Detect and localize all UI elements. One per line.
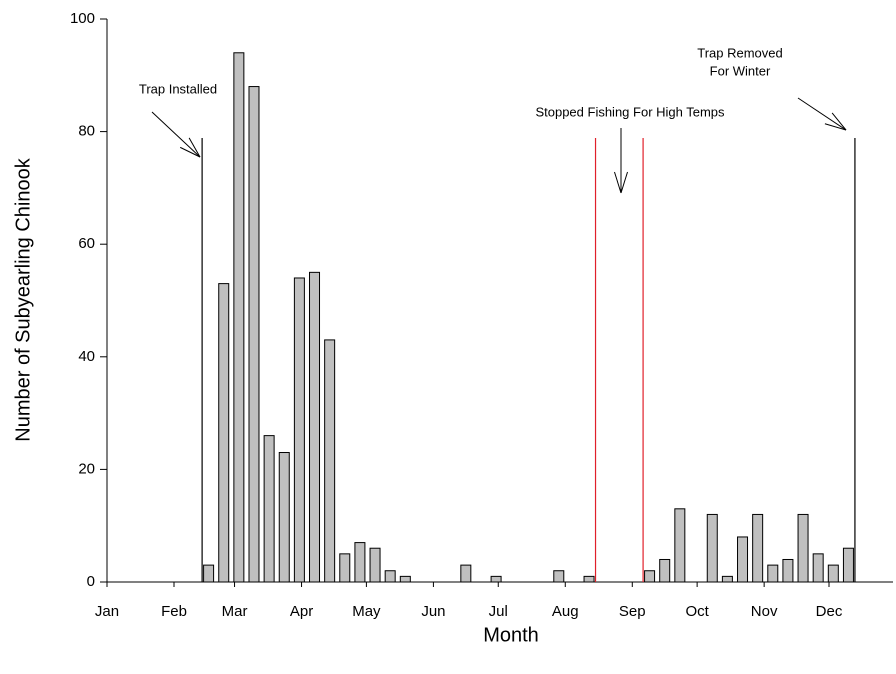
bar bbox=[233, 52, 245, 583]
arrow-head bbox=[620, 171, 628, 194]
bar bbox=[263, 435, 275, 583]
annotation: For Winter bbox=[710, 63, 771, 78]
y-axis-title: Number of Subyearling Chinook bbox=[12, 157, 34, 441]
bar bbox=[583, 575, 595, 583]
x-axis-title: Month bbox=[483, 624, 539, 646]
bar bbox=[490, 575, 502, 583]
arrow-head bbox=[614, 171, 622, 194]
bar bbox=[842, 547, 854, 583]
bar bbox=[553, 570, 565, 583]
x-tick-label: Nov bbox=[751, 603, 778, 620]
bar bbox=[797, 513, 809, 583]
bar bbox=[737, 536, 749, 583]
annotation: Trap Removed bbox=[697, 45, 783, 60]
bar bbox=[369, 547, 381, 583]
bar bbox=[218, 283, 230, 583]
x-tick-label: Mar bbox=[222, 603, 248, 620]
arrow bbox=[151, 111, 201, 158]
bar bbox=[324, 339, 336, 583]
annotation: Stopped Fishing For High Temps bbox=[535, 104, 725, 119]
x-tick-label: Sep bbox=[619, 603, 646, 620]
bar bbox=[309, 271, 321, 583]
x-tick-label: Jul bbox=[489, 603, 508, 620]
bar bbox=[203, 564, 215, 583]
x-tick-label: Dec bbox=[816, 603, 843, 620]
arrow-head bbox=[831, 112, 847, 131]
arrow-head bbox=[180, 146, 201, 158]
bar bbox=[752, 513, 764, 583]
bar bbox=[339, 553, 351, 583]
bar bbox=[278, 452, 290, 583]
x-tick-label: Aug bbox=[552, 603, 579, 620]
bar bbox=[767, 564, 779, 583]
y-tick-label: 100 bbox=[70, 10, 95, 27]
x-tick-label: Apr bbox=[290, 603, 313, 620]
bar bbox=[721, 575, 733, 583]
bar bbox=[384, 570, 396, 583]
x-tick-label: May bbox=[352, 603, 381, 620]
bar bbox=[674, 508, 686, 583]
x-tick-label: Jun bbox=[421, 603, 445, 620]
arrow bbox=[797, 97, 847, 131]
bar bbox=[812, 553, 824, 583]
bar bbox=[782, 558, 794, 583]
y-tick-label: 0 bbox=[87, 573, 95, 590]
bar bbox=[644, 570, 656, 583]
x-tick-label: Oct bbox=[685, 603, 709, 620]
arrow-head bbox=[824, 123, 847, 131]
y-tick-label: 40 bbox=[78, 348, 95, 365]
y-tick-label: 20 bbox=[78, 460, 95, 477]
bar bbox=[460, 564, 472, 583]
annotation: Trap Installed bbox=[139, 81, 217, 96]
y-tick-label: 80 bbox=[78, 123, 95, 140]
bar bbox=[293, 277, 305, 583]
bar bbox=[827, 564, 839, 583]
x-tick-label: Jan bbox=[95, 603, 119, 620]
bar bbox=[659, 558, 671, 583]
arrow-head bbox=[188, 137, 201, 158]
bar bbox=[399, 575, 411, 583]
x-tick-label: Feb bbox=[161, 603, 187, 620]
y-tick-label: 60 bbox=[78, 235, 95, 252]
bar bbox=[706, 513, 718, 583]
bar bbox=[248, 86, 260, 583]
bar bbox=[354, 542, 366, 583]
